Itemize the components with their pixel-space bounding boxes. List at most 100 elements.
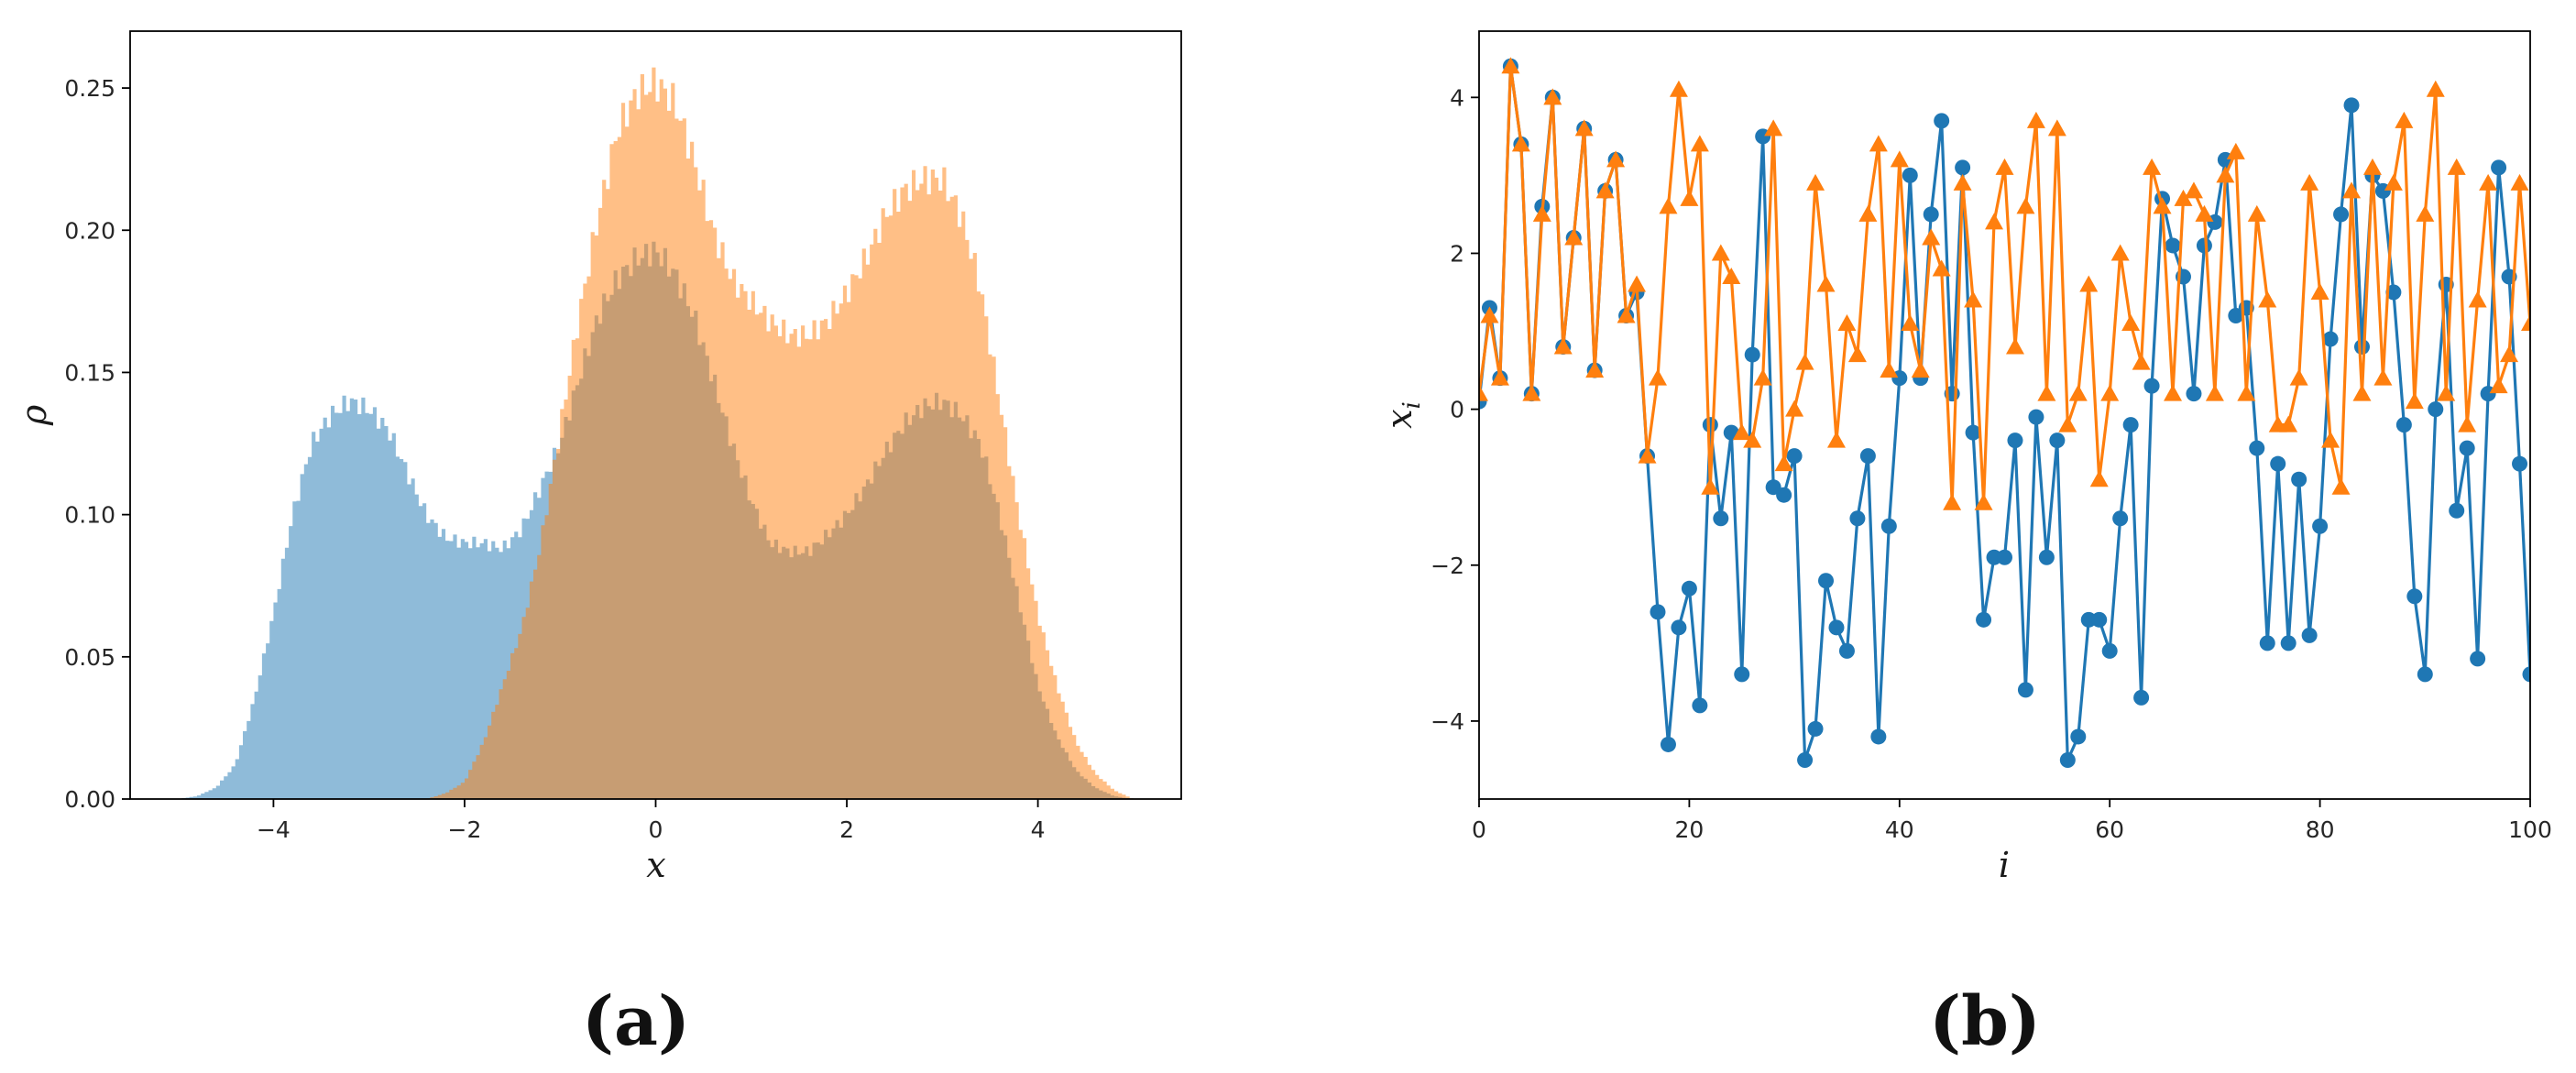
sequence-point-marker [1692, 697, 1708, 714]
sequence-point-marker [2068, 384, 2088, 401]
sequence-point-marker [2395, 111, 2414, 128]
sequence-point-marker [1964, 290, 1983, 308]
histogram-series-layer [178, 67, 1134, 800]
sequence-point-marker [2426, 80, 2445, 97]
sequence-point-marker [1617, 306, 1636, 323]
sequence-point-marker [2059, 751, 2076, 768]
sequence-y-tick-label: 0 [1450, 397, 1464, 423]
sequence-point-marker [1869, 135, 1888, 152]
sequence-point-marker [2321, 431, 2340, 448]
sequence-point-marker [1669, 80, 1688, 97]
sequence-point-marker [1997, 549, 2012, 565]
sequence-point-marker [1490, 368, 1509, 386]
sequence-point-marker [2489, 377, 2508, 394]
sequence-point-marker [1532, 204, 1551, 222]
sequence-point-marker [1648, 368, 1667, 386]
panel-label-a: (a) [582, 982, 690, 1061]
sequence-series-2 [1479, 57, 2530, 510]
sequence-point-marker [2205, 384, 2224, 401]
sequence-point-marker [2406, 588, 2423, 605]
sequence-point-marker [1753, 368, 1772, 386]
histogram-y-ticks: 0.00 0.05 0.10 0.15 0.20 0.25 [64, 75, 130, 813]
histogram-y-tick-label: 0.15 [64, 359, 115, 386]
sequence-point-marker [2300, 173, 2319, 191]
sequence-point-marker [1732, 423, 1751, 441]
histogram-x-tick-label: −2 [448, 816, 482, 843]
sequence-point-marker [2091, 611, 2108, 628]
sequence-point-marker [2373, 368, 2393, 386]
sequence-point-marker [2132, 353, 2151, 370]
sequence-point-marker [1628, 275, 1647, 292]
sequence-point-marker [1965, 424, 1981, 441]
sequence-point-marker [1680, 189, 1699, 206]
histogram-x-tick-label: 2 [839, 816, 854, 843]
sequence-x-tick-label: 0 [1472, 816, 1486, 843]
sequence-point-marker [2047, 119, 2066, 137]
sequence-point-marker [1818, 573, 1835, 589]
sequence-point-marker [2216, 166, 2235, 183]
sequence-point-marker [1849, 510, 1866, 527]
sequence-point-marker [1953, 173, 1972, 191]
sequence-point-marker [2112, 510, 2129, 527]
sequence-point-marker [2343, 97, 2360, 114]
sequence-point-marker [1479, 384, 1488, 401]
sequence-y-tick-label: 4 [1450, 84, 1464, 111]
sequence-point-marker [1702, 417, 1718, 433]
sequence-axes-frame [1478, 30, 2531, 800]
sequence-point-marker [1711, 244, 1730, 261]
sequence-point-marker [1722, 267, 1741, 284]
sequence-point-marker [2133, 689, 2150, 706]
histogram-x-tick-label: 0 [649, 816, 663, 843]
sequence-point-marker [1955, 159, 1971, 176]
sequence-point-marker [2395, 417, 2412, 433]
histogram-x-tick-label: −4 [257, 816, 290, 843]
sequence-point-marker [2437, 384, 2456, 401]
sequence-point-marker [2331, 477, 2351, 495]
sequence-point-marker [2291, 471, 2307, 487]
sequence-point-marker [1660, 736, 1676, 752]
sequence-point-marker [1901, 314, 1920, 332]
sequence-point-marker [2017, 682, 2033, 698]
sequence-point-marker [2280, 635, 2296, 651]
sequence-point-marker [1713, 510, 1729, 527]
sequence-x-tick-label: 40 [1885, 816, 1914, 843]
sequence-point-marker [2101, 642, 2118, 659]
sequence-point-marker [1744, 346, 1760, 363]
sequence-point-marker [2301, 627, 2318, 643]
sequence-point-marker [1701, 477, 1720, 495]
sequence-point-marker [2352, 384, 2372, 401]
histogram-y-tick-label: 0.25 [64, 75, 115, 102]
sequence-point-marker [1795, 353, 1814, 370]
sequence-point-marker [2470, 651, 2486, 667]
sequence-point-marker [2058, 415, 2077, 432]
sequence-point-marker [1826, 431, 1846, 448]
sequence-point-marker [2249, 440, 2265, 456]
sequence-point-marker [1650, 604, 1666, 620]
sequence-point-marker [1828, 619, 1845, 636]
sequence-point-marker [2521, 314, 2530, 332]
sequence-point-marker [1806, 173, 1825, 191]
sequence-point-marker [1774, 454, 1793, 472]
sequence-point-marker [1606, 150, 1626, 168]
histogram-series-2 [178, 67, 1134, 800]
sequence-point-marker [2186, 386, 2202, 402]
sequence-point-marker [2237, 384, 2256, 401]
sequence-point-marker [2417, 666, 2433, 683]
sequence-point-marker [1785, 400, 1804, 417]
sequence-point-marker [1734, 666, 1750, 683]
sequence-point-marker [2038, 549, 2055, 565]
sequence-x-ticks: 0 20 40 60 80 100 [1472, 799, 2552, 843]
sequence-x-tick-label: 20 [1674, 816, 1704, 843]
sequence-point-marker [1890, 150, 1909, 168]
sequence-point-marker [2479, 173, 2498, 191]
sequence-point-marker [1943, 493, 1962, 510]
sequence-point-marker [1797, 751, 1814, 768]
sequence-point-marker [2353, 339, 2370, 356]
sequence-point-marker [2089, 470, 2109, 487]
histogram-y-tick-label: 0.05 [64, 644, 115, 671]
sequence-y-tick-label: 2 [1450, 240, 1464, 267]
sequence-point-marker [2322, 331, 2339, 347]
sequence-point-marker [2247, 204, 2266, 222]
panel-label-b: (b) [1929, 982, 2041, 1061]
